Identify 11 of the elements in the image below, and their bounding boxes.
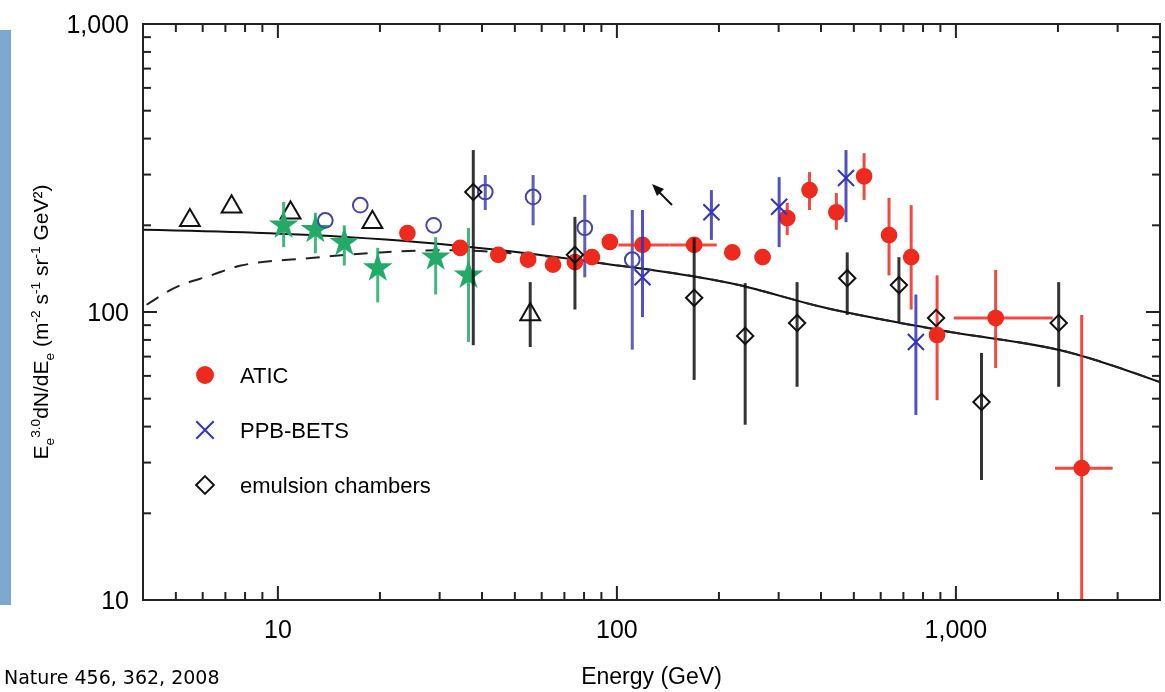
x-axis-title: Energy (GeV) bbox=[581, 663, 722, 689]
legend-label: PPB-BETS bbox=[240, 418, 349, 443]
x-tick-label: 10 bbox=[264, 615, 292, 643]
text: Nature 456, 362, 2008 bbox=[4, 666, 220, 688]
legend-label: emulsion chambers bbox=[240, 473, 431, 498]
x-tick-label: 1,000 bbox=[924, 615, 988, 643]
y-tick-label: 100 bbox=[87, 298, 129, 326]
legend-label: ATIC bbox=[240, 363, 289, 388]
y-tick-label: 10 bbox=[101, 586, 129, 614]
x-tick-label: 100 bbox=[596, 615, 638, 643]
y-tick-label: 1,000 bbox=[66, 10, 129, 38]
